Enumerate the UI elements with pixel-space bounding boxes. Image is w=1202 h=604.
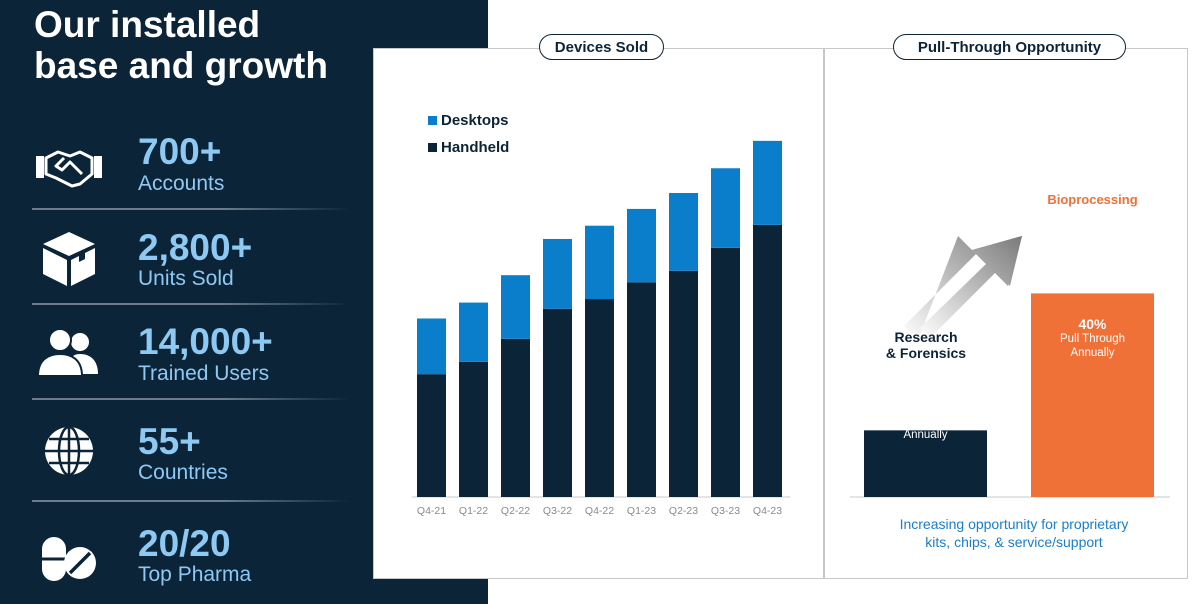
bar-handheld-q4-23 — [753, 224, 782, 497]
globe-icon — [36, 418, 102, 484]
bar-handheld-q1-22 — [459, 361, 488, 497]
pull-through-chart — [850, 293, 1170, 498]
divider — [32, 398, 350, 400]
research-pct: 10% — [911, 398, 940, 414]
stat-label: Units Sold — [138, 267, 234, 290]
x-tick-label: Q2-23 — [669, 505, 698, 517]
bar-desktops-q3-23 — [711, 168, 740, 248]
title-line-1: Our installed — [34, 4, 261, 45]
stat-value: 700+ — [138, 131, 222, 172]
bar-desktops-q1-22 — [459, 302, 488, 362]
x-tick-label: Q1-22 — [459, 505, 488, 517]
growth-arrow-icon — [904, 236, 1022, 340]
stat-value: 14,000+ — [138, 321, 273, 362]
bar-desktops-q4-21 — [417, 318, 446, 375]
stat-label: Accounts — [138, 172, 225, 195]
research-bar-text: 10% Pull Through Annually — [864, 398, 987, 442]
divider — [32, 303, 350, 305]
devices-sold-chart: Q4-21 Q1-22 Q2-22 Q3-22 Q4-22 Q1-23 Q2-23 Q3-23… — [412, 140, 790, 517]
bio-line-2: Annually — [1070, 347, 1115, 359]
legend-label-handheld: Handheld — [441, 139, 510, 156]
bar-desktops-q3-22 — [543, 238, 572, 309]
bio-line-1: Pull Through — [1060, 333, 1125, 345]
bar-handheld-q4-22 — [585, 299, 614, 497]
stat-label: Trained Users — [138, 362, 270, 385]
stat-value: 20/20 — [138, 523, 231, 564]
footer-line-1: Increasing opportunity for proprietary — [899, 516, 1129, 532]
legend-item-handheld: Handheld — [428, 139, 509, 156]
research-forensics-label: Research & Forensics — [870, 329, 982, 361]
bar-research-forensics — [864, 430, 987, 497]
divider — [32, 500, 350, 502]
pills-icon — [36, 524, 102, 590]
x-tick-label: Q3-22 — [543, 505, 572, 517]
x-tick-label: Q1-23 — [627, 505, 656, 517]
research-label-line-1: Research — [894, 329, 958, 345]
x-tick-label: Q4-23 — [753, 505, 782, 517]
bar-bioprocessing — [1031, 293, 1154, 497]
page-title: Our installed base and growth — [34, 4, 328, 86]
research-line-1: Pull Through — [893, 415, 958, 427]
bar-handheld-q1-23 — [627, 282, 656, 497]
footer-line-2: kits, chips, & service/support — [925, 534, 1103, 550]
x-tick-label: Q4-21 — [417, 505, 446, 517]
title-line-2: base and growth — [34, 45, 328, 86]
bar-handheld-q2-23 — [669, 270, 698, 497]
x-tick-label: Q2-22 — [501, 505, 530, 517]
box-icon — [36, 226, 102, 292]
bar-desktops-q1-23 — [627, 208, 656, 283]
research-line-2: Annually — [903, 429, 948, 441]
bioprocessing-label: Bioprocessing — [1047, 192, 1138, 207]
stat-label: Top Pharma — [138, 563, 252, 586]
bar-desktops-q4-23 — [753, 140, 782, 225]
bar-desktops-q2-22 — [501, 275, 530, 339]
stat-value: 55+ — [138, 421, 201, 462]
legend-label-desktops: Desktops — [441, 112, 509, 129]
bar-desktops-q2-23 — [669, 193, 698, 271]
legend-swatch-desktops — [428, 116, 437, 125]
research-label-line-2: & Forensics — [885, 345, 967, 361]
bar-handheld-q2-22 — [501, 338, 530, 497]
bar-handheld-q3-23 — [711, 247, 740, 497]
devices-sold-heading: Devices Sold — [539, 34, 664, 60]
x-tick-label: Q4-22 — [585, 505, 614, 517]
bar-desktops-q4-22 — [585, 225, 614, 300]
legend-swatch-handheld — [428, 143, 437, 152]
legend-item-desktops: Desktops — [428, 112, 509, 129]
pull-through-footer: Increasing opportunity for proprietary k… — [840, 515, 1188, 551]
bio-bar-text: 40% Pull Through Annually — [1031, 316, 1154, 360]
bar-handheld-q3-22 — [543, 308, 572, 497]
pull-through-heading: Pull-Through Opportunity — [893, 34, 1126, 60]
divider — [32, 208, 350, 210]
users-icon — [36, 320, 102, 386]
bar-handheld-q4-21 — [417, 374, 446, 497]
handshake-icon — [36, 134, 102, 200]
x-tick-label: Q3-23 — [711, 505, 740, 517]
stat-value: 2,800+ — [138, 227, 253, 268]
stat-label: Countries — [138, 461, 228, 484]
bio-pct: 40% — [1078, 316, 1107, 332]
